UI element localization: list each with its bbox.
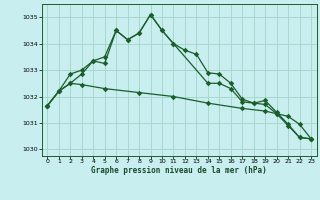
X-axis label: Graphe pression niveau de la mer (hPa): Graphe pression niveau de la mer (hPa) xyxy=(91,166,267,175)
